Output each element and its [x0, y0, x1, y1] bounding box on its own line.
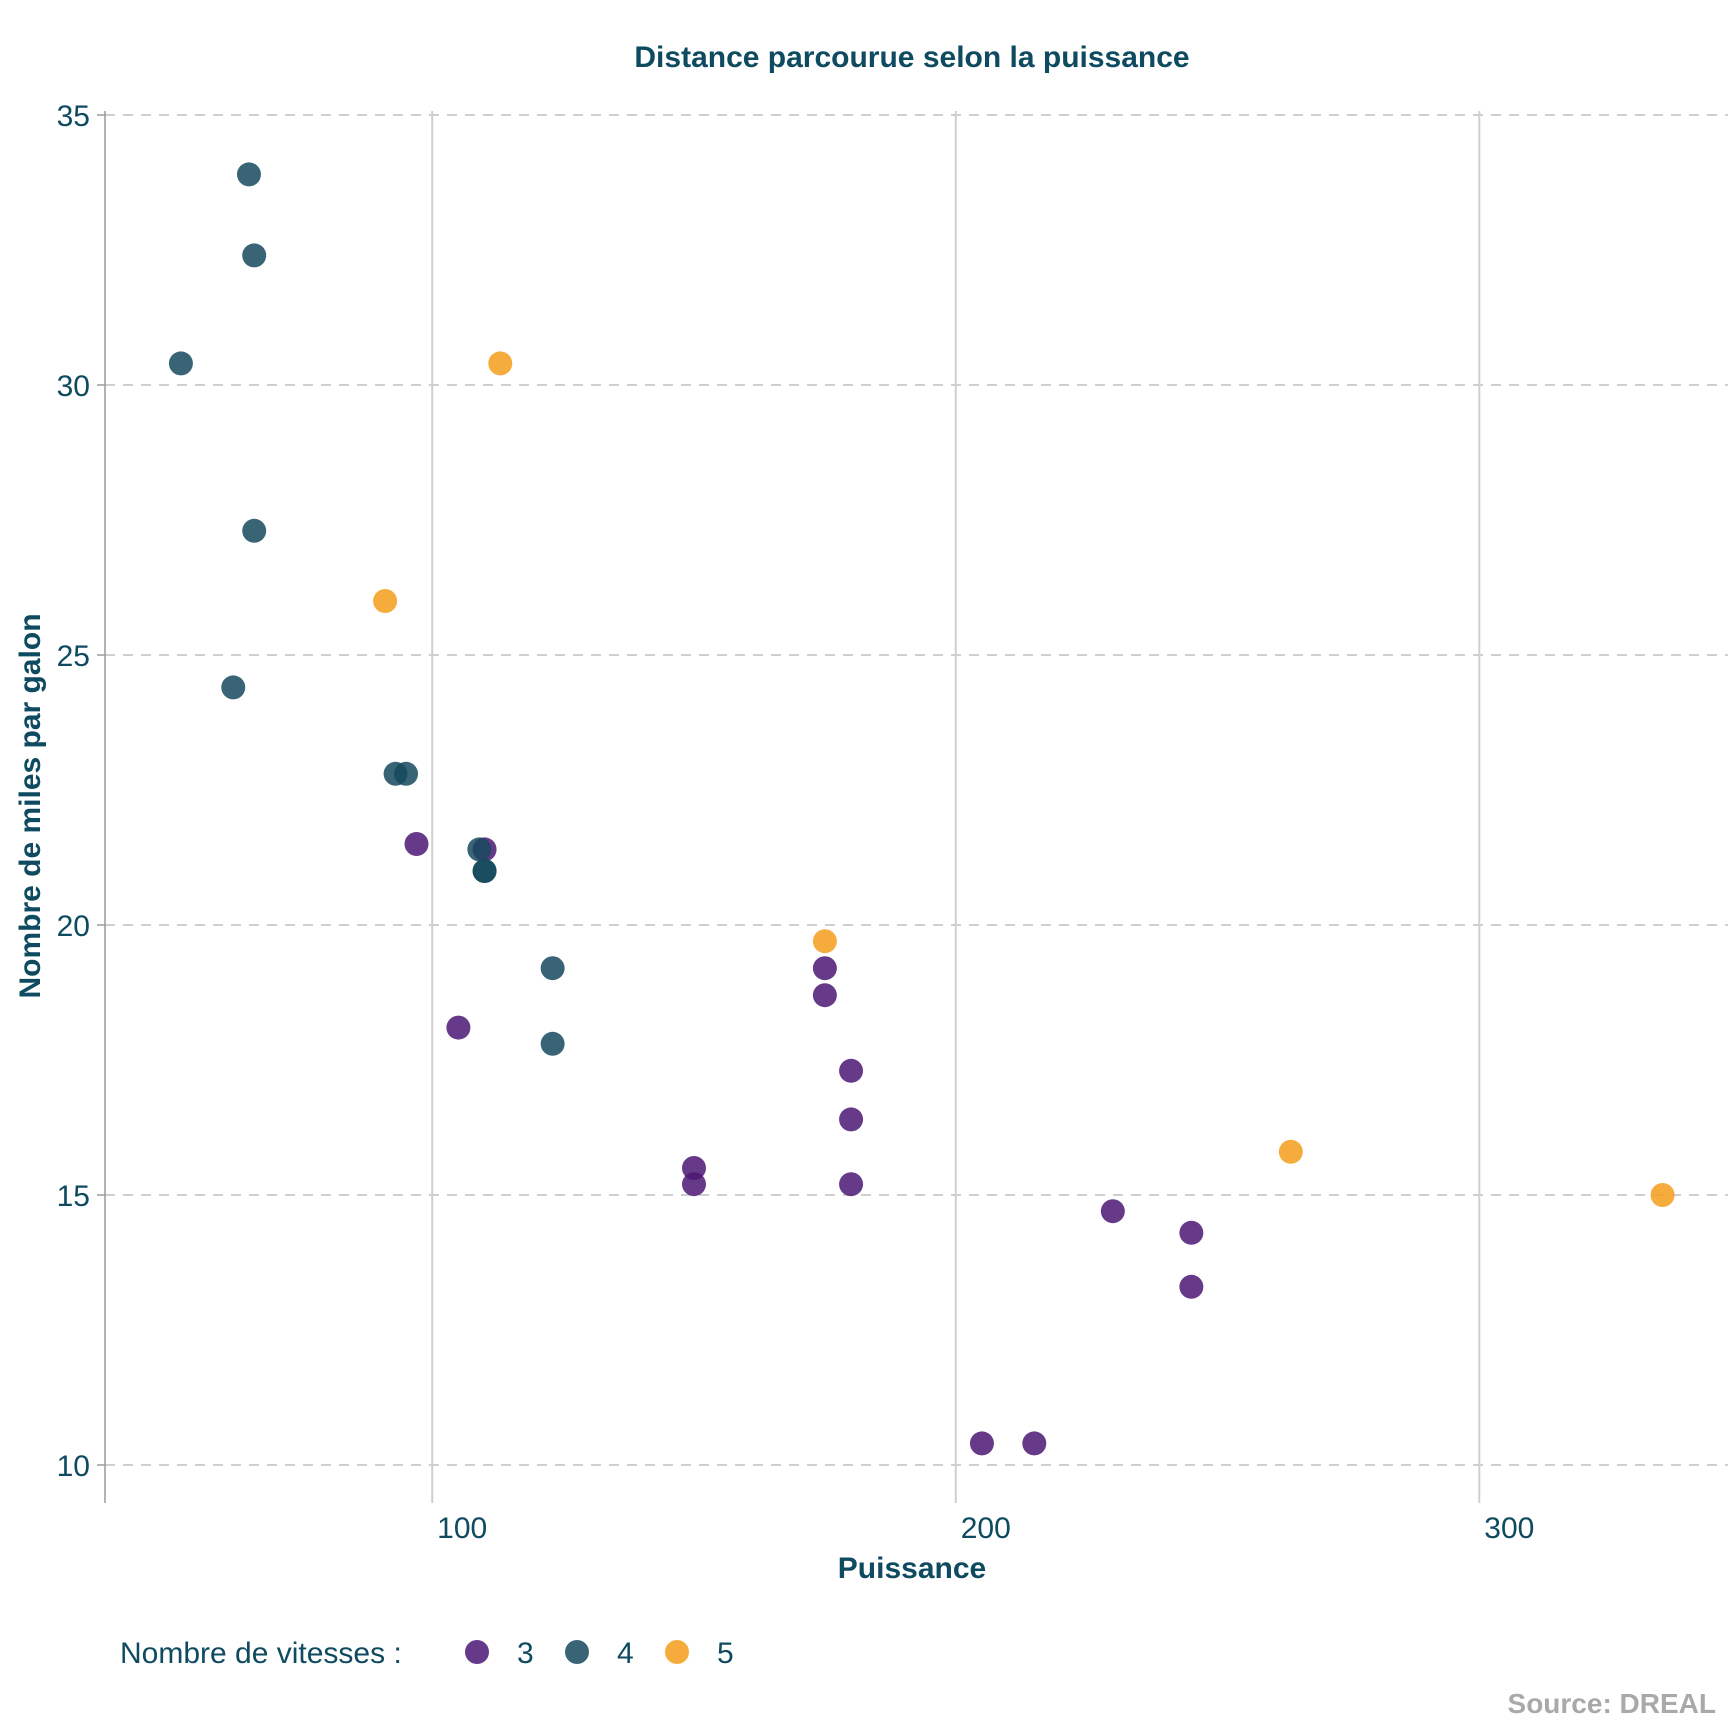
point-gear-4	[221, 675, 246, 700]
point-gear-5	[488, 351, 513, 376]
point-gear-3	[812, 983, 837, 1008]
legend: Nombre de vitesses : 3 4 5	[120, 1637, 734, 1670]
y-tick-label: 25	[57, 640, 90, 673]
y-axis-ticks: 10 15 20 25 30 35	[57, 100, 105, 1483]
point-gear-4	[242, 243, 267, 268]
x-tick-label: 200	[961, 1512, 1011, 1545]
point-gear-3	[681, 1172, 706, 1197]
legend-swatch-4	[565, 1640, 589, 1664]
point-gear-3	[839, 1107, 864, 1132]
y-axis-title: Nombre de miles par galon	[14, 613, 47, 998]
point-gear-3	[1179, 1220, 1204, 1245]
grid-lines	[105, 111, 1728, 1503]
source-caption: Source: DREAL	[1508, 1688, 1716, 1719]
x-tick-label: 300	[1484, 1512, 1534, 1545]
point-gear-4	[168, 351, 193, 376]
y-tick-label: 15	[57, 1180, 90, 1213]
y-tick-label: 30	[57, 370, 90, 403]
y-tick-label: 35	[57, 100, 90, 133]
point-gear-4	[540, 1031, 565, 1056]
point-gear-5	[812, 929, 837, 954]
point-gear-3	[1022, 1431, 1047, 1456]
point-gear-3	[1179, 1274, 1204, 1299]
legend-label-4: 4	[617, 1637, 634, 1670]
chart-title: Distance parcourue selon la puissance	[634, 41, 1189, 74]
point-gear-5	[373, 589, 398, 613]
point-gear-3	[839, 1172, 864, 1197]
point-gear-5	[1278, 1139, 1303, 1164]
point-gear-4	[394, 761, 419, 786]
x-axis-title: Puissance	[838, 1552, 986, 1585]
point-gear-4	[467, 837, 492, 862]
point-gear-3	[404, 832, 429, 856]
point-gear-4	[472, 859, 497, 883]
point-gear-4	[236, 162, 261, 187]
point-gear-3	[812, 956, 837, 981]
x-axis-ticks: 100 200 300	[437, 1512, 1534, 1545]
legend-swatch-3	[465, 1640, 489, 1664]
point-gear-4	[540, 956, 565, 981]
point-gear-3	[839, 1058, 864, 1083]
point-gear-3	[1100, 1199, 1125, 1224]
point-gear-5	[1650, 1183, 1675, 1207]
x-tick-label: 100	[437, 1512, 487, 1545]
legend-entries: 3 4 5	[465, 1637, 734, 1670]
legend-title: Nombre de vitesses :	[120, 1637, 402, 1670]
point-gear-3	[969, 1431, 994, 1456]
point-gear-3	[446, 1015, 471, 1040]
legend-label-5: 5	[717, 1637, 734, 1670]
legend-label-3: 3	[517, 1637, 534, 1670]
data-points	[168, 162, 1675, 1456]
point-gear-4	[242, 518, 267, 543]
legend-swatch-5	[665, 1640, 689, 1664]
y-tick-label: 20	[57, 910, 90, 943]
y-tick-label: 10	[57, 1450, 90, 1483]
